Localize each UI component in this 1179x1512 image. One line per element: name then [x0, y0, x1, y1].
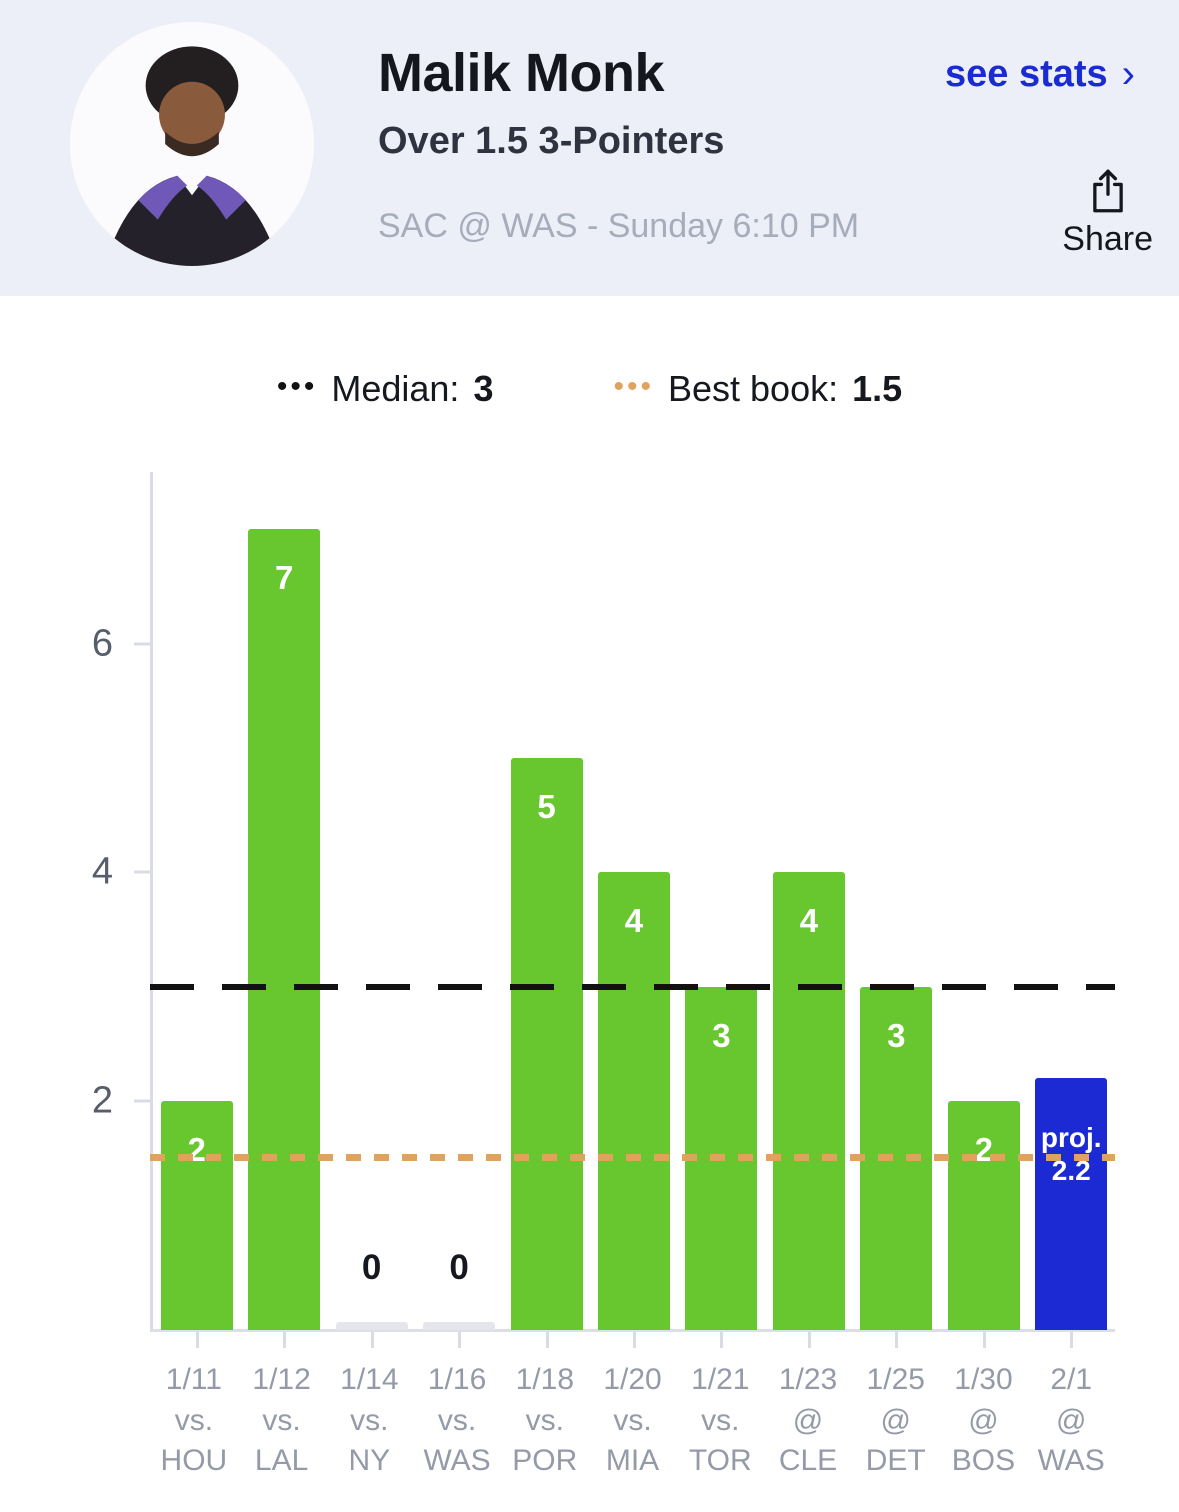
prop-line: Over 1.5 3-Pointers — [378, 120, 725, 162]
bar-slot: 3 — [678, 472, 765, 1348]
x-axis-label: 1/11 vs. HOU — [160, 1363, 228, 1477]
projected-bar: proj. 2.2 — [1035, 1078, 1108, 1330]
plot-area: 2 7 0 0 5 4 3 4 3 2 proj. 2.2 2 4 6 — [92, 472, 1115, 1348]
zero-stub-bar — [423, 1322, 496, 1330]
median-dots-icon: ••• — [276, 370, 318, 403]
bar-value-label: 4 — [799, 902, 819, 940]
legend-best-book-value: 1.5 — [852, 368, 903, 409]
chart-legend: ••• Median: 3 ••• Best book: 1.5 — [0, 368, 1179, 410]
x-axis-tick-mark — [370, 1332, 374, 1348]
share-label: Share — [1062, 220, 1153, 258]
best-book-dots-icon: ••• — [613, 370, 654, 403]
bar-slot: 3 — [853, 472, 940, 1348]
bar-value-label: 3 — [712, 1016, 731, 1054]
legend-median-value: 3 — [473, 368, 494, 409]
x-axis-tick-mark — [807, 1332, 811, 1348]
see-stats-link[interactable]: see stats › — [945, 52, 1135, 97]
x-axis-label: 1/25 @ DET — [865, 1363, 926, 1477]
game-bar: 2 — [947, 1101, 1020, 1330]
bar-value-label: 0 — [361, 1248, 382, 1287]
player-name: Malik Monk — [378, 43, 665, 103]
x-axis-tick-mark — [458, 1332, 462, 1348]
x-axis-label: 1/21 vs. TOR — [688, 1363, 752, 1477]
x-axis-tick-mark — [720, 1332, 724, 1348]
game-bar: 7 — [248, 529, 321, 1330]
bars-container: 2 7 0 0 5 4 3 4 3 2 proj. 2.2 — [153, 472, 1115, 1348]
bar-slot: 4 — [590, 472, 677, 1348]
player-header: Malik Monk Over 1.5 3-Pointers SAC @ WAS… — [0, 0, 1179, 296]
x-axis-tick-mark — [195, 1332, 199, 1348]
bar-slot: proj. 2.2 — [1028, 472, 1115, 1348]
y-axis-tick-label: 6 — [91, 622, 113, 665]
x-axis-tick-mark — [632, 1332, 636, 1348]
header-text: Malik Monk Over 1.5 3-Pointers SAC @ WAS… — [378, 42, 859, 246]
x-axis-label: 1/20 vs. MIA — [603, 1363, 662, 1477]
bar-value-label: 2 — [187, 1131, 206, 1169]
x-axis-label: 1/30 @ BOS — [951, 1363, 1016, 1477]
legend-best-book-label: Best book: — [667, 368, 839, 409]
chevron-right-icon: › — [1121, 52, 1135, 96]
legend-median: ••• Median: 3 — [277, 368, 494, 410]
y-axis-tick-label: 4 — [91, 850, 113, 893]
bar-slot: 2 — [940, 472, 1027, 1348]
median-reference-line — [150, 983, 1115, 990]
header-actions: see stats › — [945, 52, 1135, 97]
see-stats-label: see stats — [945, 53, 1108, 95]
x-axis-label: 1/12 vs. LAL — [252, 1363, 311, 1477]
best-book-reference-line — [150, 1154, 1115, 1162]
x-axis-label: 2/1 @ WAS — [1037, 1363, 1105, 1477]
bar-value-label: 0 — [449, 1248, 469, 1287]
bar-value-label: 4 — [624, 902, 644, 940]
x-axis-tick-mark — [545, 1332, 549, 1348]
bar-value-label: 2 — [974, 1131, 993, 1169]
game-bar: 4 — [597, 872, 670, 1330]
game-info: SAC @ WAS - Sunday 6:10 PM — [378, 207, 860, 245]
game-bar: 4 — [772, 872, 845, 1330]
projection-label: proj. 2.2 — [1040, 1122, 1102, 1186]
y-axis-tick-mark — [134, 642, 150, 646]
player-avatar — [70, 22, 314, 266]
game-bar: 5 — [510, 758, 583, 1330]
zero-stub-bar — [335, 1322, 408, 1330]
bar-value-label: 7 — [274, 559, 294, 597]
x-axis-tick-mark — [982, 1332, 986, 1348]
x-axis-labels: 1/11 vs. HOU 1/12 vs. LAL 1/14 vs. NY 1/16 vs. WAS 1… — [150, 1360, 1115, 1512]
game-bar: 2 — [160, 1101, 233, 1330]
game-log-bar-chart: 2 7 0 0 5 4 3 4 3 2 proj. 2.2 2 4 6 1/11 vs. HOU 1/12 vs.… — [0, 472, 1179, 1512]
bar-value-label: 3 — [887, 1016, 906, 1054]
x-axis-label: 1/18 vs. POR — [512, 1363, 578, 1477]
x-axis-line — [150, 1329, 1115, 1332]
x-axis-label: 1/14 vs. NY — [340, 1363, 399, 1477]
bar-slot: 0 — [415, 472, 502, 1348]
y-axis-tick-label: 2 — [91, 1079, 113, 1122]
legend-best-book: ••• Best book: 1.5 — [613, 368, 902, 410]
y-axis-tick-mark — [134, 1099, 150, 1103]
x-axis-tick-mark — [283, 1332, 287, 1348]
share-icon — [1092, 169, 1123, 213]
bar-slot: 7 — [240, 472, 327, 1348]
x-axis-tick-mark — [895, 1332, 899, 1348]
bar-value-label: 5 — [537, 788, 556, 826]
legend-median-label: Median: — [331, 368, 460, 409]
x-axis-label: 1/16 vs. WAS — [423, 1363, 491, 1477]
y-axis-tick-mark — [134, 870, 150, 874]
bar-slot: 0 — [328, 472, 415, 1348]
x-axis-label: 1/23 @ CLE — [778, 1363, 838, 1477]
bar-slot: 2 — [153, 472, 240, 1348]
bar-slot: 5 — [503, 472, 590, 1348]
bar-slot: 4 — [765, 472, 852, 1348]
x-axis-tick-mark — [1070, 1332, 1074, 1348]
player-photo-placeholder — [70, 22, 314, 266]
share-button[interactable]: Share — [1062, 168, 1153, 259]
